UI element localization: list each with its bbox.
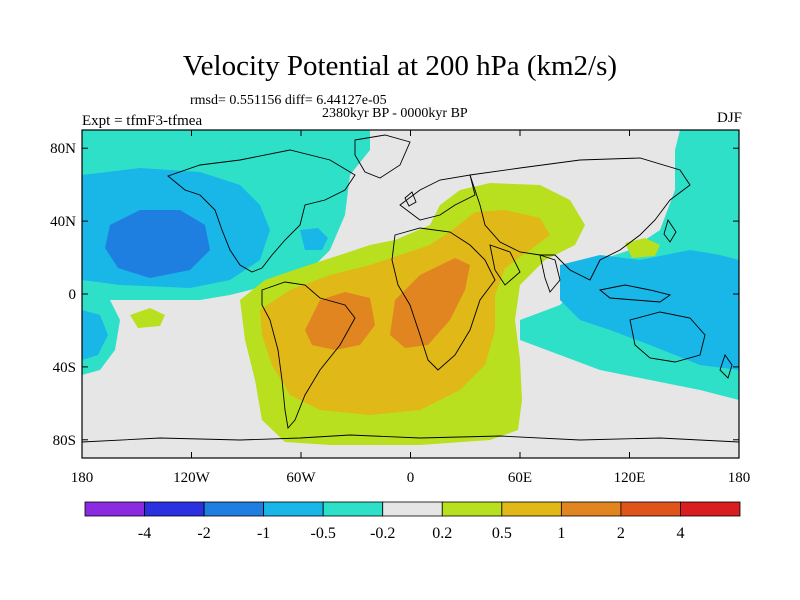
colorbar-swatch xyxy=(441,501,503,517)
x-tick-label: 0 xyxy=(407,470,415,486)
colorbar-swatch xyxy=(501,501,562,517)
experiment-label: Expt = tfmF3-tfmea xyxy=(82,113,203,129)
colorbar-label: -1 xyxy=(257,525,270,542)
x-tick-label: 60E xyxy=(508,470,532,486)
colorbar-label: -0.5 xyxy=(311,525,336,542)
colorbar-label: 2 xyxy=(617,525,625,542)
y-tick-label: 80S xyxy=(53,433,76,449)
x-axis: 180 120W 60W 0 60E 120E 180 xyxy=(71,130,751,486)
negative-region-indopacific xyxy=(560,250,739,370)
colorbar-label: -2 xyxy=(197,525,210,542)
positive-core-africa xyxy=(390,258,470,348)
colorbar-label: -4 xyxy=(138,525,151,542)
colorbar-swatch xyxy=(620,501,681,517)
x-tick-label: 120E xyxy=(614,470,646,486)
colorbar-swatch xyxy=(680,501,741,517)
colorbar-label: 4 xyxy=(676,525,684,542)
colorbar-label: 1 xyxy=(557,525,565,542)
colorbar-label: 0.5 xyxy=(492,525,512,542)
map-plot-area xyxy=(82,130,739,458)
y-tick-label: 0 xyxy=(69,287,77,303)
positive-region-small-pacific xyxy=(130,308,165,328)
negative-region-west-edge xyxy=(82,310,108,360)
negative-core-north-pacific xyxy=(105,210,210,278)
negative-region-atlantic-small xyxy=(300,228,328,250)
colorbar-swatch xyxy=(84,501,145,517)
x-tick-label: 60W xyxy=(286,470,316,486)
y-tick-label: 40S xyxy=(53,360,76,376)
colorbar-swatch xyxy=(560,501,622,517)
colorbar-swatch xyxy=(144,501,205,517)
period-label: 2380kyr BP - 0000kyr BP xyxy=(322,106,468,121)
colorbar-swatch xyxy=(263,501,324,517)
y-axis: 80N 40N 0 40S 80S xyxy=(50,141,739,449)
colorbar-label: 0.2 xyxy=(432,525,452,542)
positive-region-small-asia xyxy=(625,238,660,258)
chart-title: Velocity Potential at 200 hPa (km2/s) xyxy=(182,50,618,82)
season-label: DJF xyxy=(716,110,742,126)
x-tick-label: 180 xyxy=(728,470,751,486)
positive-core-brazil xyxy=(305,292,375,350)
x-tick-label: 120W xyxy=(173,470,211,486)
stats-label: rmsd= 0.551156 diff= 6.44127e-05 xyxy=(190,93,387,108)
colorbar-swatch xyxy=(382,501,443,517)
y-tick-label: 40N xyxy=(50,214,76,230)
colorbar-swatch xyxy=(203,501,265,517)
colorbar-swatch xyxy=(322,501,384,517)
colorbar-label: -0.2 xyxy=(370,525,395,542)
coastlines xyxy=(82,134,739,443)
colorbar: -4 -2 -1 -0.5 -0.2 0.2 0.5 1 2 4 xyxy=(84,501,741,542)
x-tick-label: 180 xyxy=(71,470,94,486)
y-tick-label: 80N xyxy=(50,141,76,157)
